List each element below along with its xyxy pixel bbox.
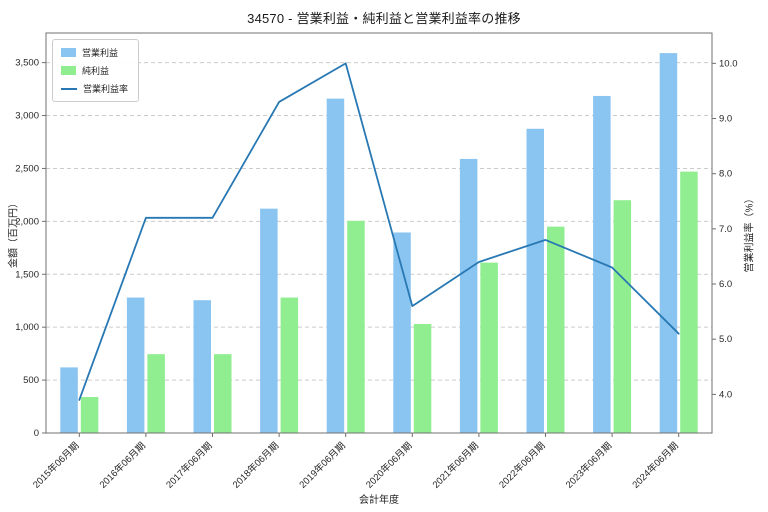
bar-net-profit [347, 220, 365, 433]
bar-operating-profit [326, 98, 345, 434]
y-tick-label-right: 6.0 [719, 279, 732, 290]
legend-label: 営業利益率 [83, 84, 129, 94]
y-tick-label-right: 8.0 [719, 169, 732, 180]
y-tick-label-left: 3,500 [15, 58, 39, 69]
bar-operating-profit [593, 95, 611, 434]
y-tick-label-left: 500 [23, 375, 39, 386]
x-tick-label: 2017年06月期 [164, 440, 215, 491]
bar-operating-profit [126, 297, 145, 433]
bar-net-profit [413, 324, 432, 433]
legend-item: 営業利益 [61, 46, 128, 59]
bar-operating-profit [659, 53, 678, 433]
bar-net-profit [547, 226, 565, 433]
bar-net-profit [280, 297, 299, 433]
x-tick-label: 2018年06月期 [230, 440, 281, 491]
x-tick-label: 2016年06月期 [97, 440, 148, 491]
bar-operating-profit [60, 367, 78, 433]
y-tick-label-right: 9.0 [719, 114, 732, 125]
legend-color-swatch [61, 48, 76, 57]
bar-operating-profit [260, 208, 278, 433]
y-tick-label-right: 7.0 [719, 224, 732, 235]
y-tick-label-left: 2,500 [15, 163, 39, 174]
bar-net-profit [80, 397, 99, 433]
y-axis-label-left: 金額（百万円） [8, 198, 20, 268]
y-tick-label-left: 0 [34, 428, 39, 439]
legend-item: 純利益 [61, 64, 128, 77]
bar-operating-profit [459, 158, 478, 434]
x-tick-label: 2024年06月期 [630, 440, 681, 491]
legend: 営業利益純利益営業利益率 [52, 39, 140, 102]
bar-net-profit [480, 262, 498, 433]
y-tick-label-left: 2,000 [15, 216, 39, 227]
x-axis-label: 会計年度 [359, 495, 399, 506]
y-tick-label-right: 5.0 [719, 334, 732, 345]
x-tick-label: 2015年06月期 [30, 440, 81, 491]
chart-title: 34570 - 営業利益・純利益と営業利益率の推移 [247, 11, 521, 26]
legend-label: 純利益 [82, 66, 110, 76]
x-tick-label: 2022年06月期 [497, 440, 548, 491]
x-tick-label: 2021年06月期 [430, 440, 481, 491]
operating-margin-line [78, 62, 680, 401]
bar-net-profit [147, 354, 165, 433]
bar-operating-profit [393, 232, 411, 433]
x-tick-label: 2020年06月期 [363, 440, 414, 491]
legend-color-swatch [61, 66, 76, 75]
bar-operating-profit [526, 128, 544, 433]
bar-net-profit [613, 200, 632, 433]
y-tick-label-right: 4.0 [719, 389, 732, 400]
x-tick-label: 2019年06月期 [297, 440, 348, 491]
plot-frame [45, 32, 713, 434]
bar-net-profit [214, 354, 232, 433]
y-tick-label-right: 10.0 [719, 58, 738, 69]
x-tick-label: 2023年06月期 [563, 440, 614, 491]
y-tick-label-left: 1,500 [15, 269, 39, 280]
y-tick-label-left: 3,000 [15, 111, 39, 122]
legend-line-swatch [61, 87, 77, 90]
y-axis-label-right: 営業利益率（%） [744, 193, 756, 273]
bar-operating-profit [193, 300, 211, 433]
y-tick-label-left: 1,000 [15, 322, 39, 333]
legend-label: 営業利益 [82, 48, 119, 58]
legend-item: 営業利益率 [61, 82, 128, 95]
bar-net-profit [680, 171, 698, 434]
